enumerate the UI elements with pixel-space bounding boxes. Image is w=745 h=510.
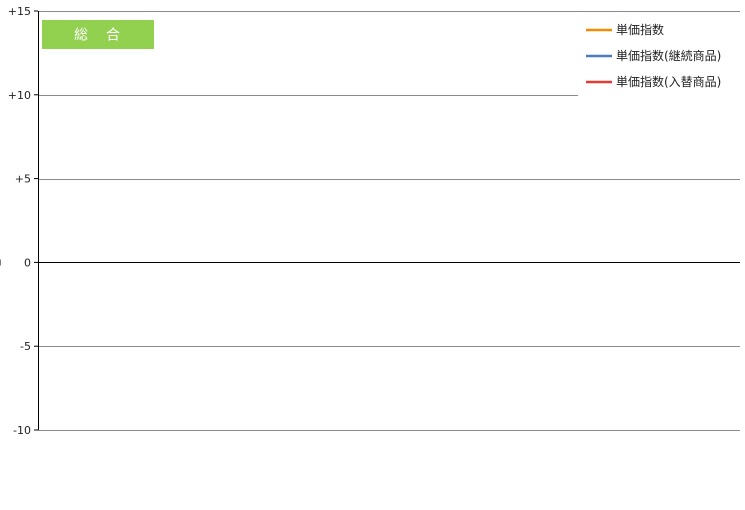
y-tick-label: -5 <box>20 340 31 353</box>
legend-label: 単価指数 <box>616 22 664 37</box>
badge-box <box>42 20 154 49</box>
badge: 総 合 <box>42 20 154 49</box>
legend-label: 単価指数(継続商品) <box>616 48 721 63</box>
y-tick-label: +15 <box>8 5 31 18</box>
y-axis: -10 -5 0 +5 +10 +15 <box>8 5 39 437</box>
y-tick-label: +5 <box>15 173 31 186</box>
legend-label: 単価指数(入替商品) <box>616 74 721 89</box>
y-tick-label: +10 <box>8 89 31 102</box>
y-tick-label: 0 <box>24 256 31 269</box>
y-tick-label: -10 <box>13 424 31 437</box>
badge-label: 総 合 <box>74 28 122 44</box>
